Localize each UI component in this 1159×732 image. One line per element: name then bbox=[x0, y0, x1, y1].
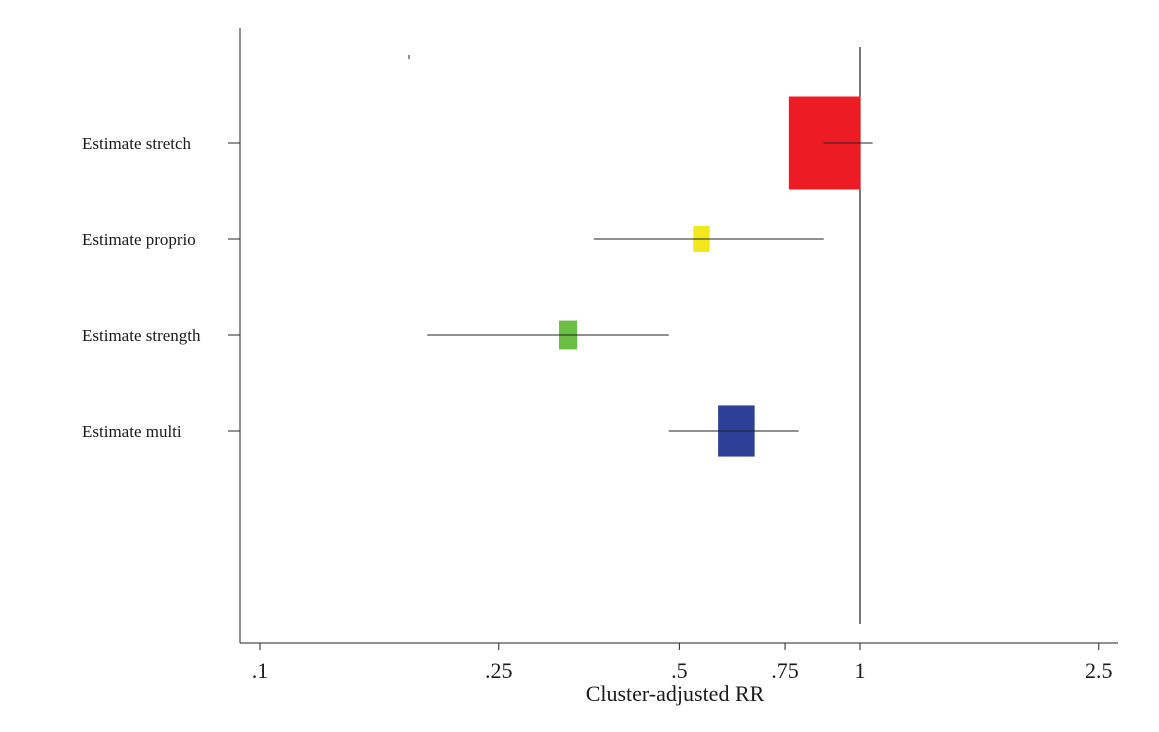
x-axis-label: Cluster-adjusted RR bbox=[586, 681, 765, 706]
row-label: Estimate stretch bbox=[82, 134, 192, 153]
x-tick-label: 2.5 bbox=[1085, 658, 1113, 683]
x-tick-label: 1 bbox=[855, 658, 866, 683]
row-label: Estimate proprio bbox=[82, 230, 196, 249]
row-label: Estimate multi bbox=[82, 422, 182, 441]
rows-group: Estimate stretch Estimate proprio Estimate… bbox=[82, 96, 873, 457]
x-tick-label: .75 bbox=[771, 658, 799, 683]
row-label: Estimate strength bbox=[82, 326, 201, 345]
x-tick-label: .5 bbox=[671, 658, 688, 683]
x-tick-label: .1 bbox=[252, 658, 269, 683]
x-tick-label: .25 bbox=[485, 658, 513, 683]
x-ticks-group: .1 .25 .5 .75 1 2.5 bbox=[252, 643, 1113, 683]
